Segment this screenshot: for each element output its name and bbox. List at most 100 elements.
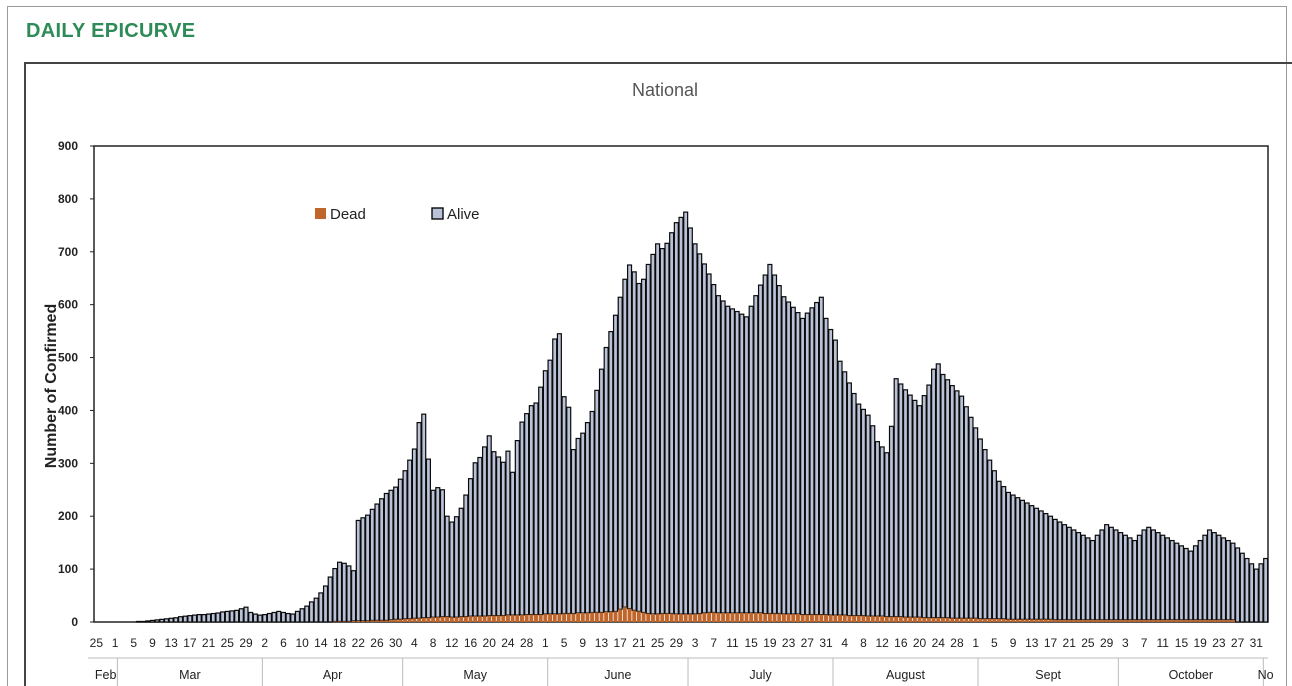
bar-dead (828, 615, 833, 622)
bar-dead (1043, 619, 1048, 622)
y-tick-label: 600 (58, 298, 78, 312)
bar-dead (978, 618, 983, 622)
legend-swatch-alive (431, 207, 444, 220)
bar-alive (1005, 491, 1011, 620)
bar-dead (585, 613, 590, 622)
bar-alive (163, 618, 170, 623)
bar-alive (800, 317, 806, 616)
bar-alive (1024, 502, 1030, 620)
x-tick-label: 29 (670, 636, 684, 650)
bar-alive (1038, 510, 1044, 620)
bar-dead (1020, 619, 1025, 622)
x-tick-label: 23 (1212, 636, 1226, 650)
x-tick-label: 8 (860, 636, 867, 650)
bar-dead (407, 618, 412, 622)
bar-alive (931, 368, 937, 619)
bar-alive (196, 613, 202, 623)
x-tick-label: 24 (932, 636, 946, 650)
bar-alive (1108, 526, 1114, 621)
bar-dead (398, 619, 403, 622)
bar-alive (425, 458, 431, 619)
bar-dead (1226, 619, 1231, 622)
bar-alive (701, 263, 707, 614)
bar-dead (1006, 619, 1011, 622)
bar-alive (608, 331, 614, 613)
x-tick-label: 1 (542, 636, 549, 650)
bar-dead (1085, 619, 1090, 622)
bar-dead (880, 616, 885, 622)
x-tick-label: 1 (972, 636, 979, 650)
bar-alive (860, 408, 866, 617)
bar-dead (1216, 619, 1221, 622)
bar-alive (191, 614, 198, 623)
bar-alive (575, 437, 581, 614)
bar-alive (556, 333, 562, 615)
bar-alive (1263, 557, 1269, 623)
x-tick-label: 19 (1193, 636, 1207, 650)
bar-alive (421, 413, 427, 619)
bar-alive (266, 612, 272, 623)
bar-alive (308, 601, 315, 623)
bar-alive (1221, 537, 1227, 621)
bar-alive (589, 410, 595, 614)
bar-dead (548, 614, 553, 622)
bar-dead (679, 614, 683, 622)
bar-dead (445, 616, 450, 622)
bar-dead (852, 615, 857, 622)
bar-alive (449, 521, 455, 618)
outer-frame (7, 6, 1287, 686)
bar-alive (631, 271, 637, 611)
bar-dead (1174, 619, 1179, 622)
bar-alive (697, 253, 703, 615)
bar-alive (1066, 526, 1072, 621)
bar-dead (721, 613, 726, 622)
bar-dead (356, 620, 361, 622)
bar-alive (1015, 497, 1021, 620)
x-tick-label: 29 (1100, 636, 1114, 650)
bar-dead (926, 617, 931, 622)
bar-dead (777, 613, 782, 622)
bar-alive (496, 456, 502, 617)
x-tick-label: 19 (763, 636, 777, 650)
bar-alive (1033, 507, 1040, 620)
bar-alive (1253, 568, 1259, 623)
bar-alive (973, 427, 979, 619)
bar-dead (767, 613, 772, 622)
bar-alive (313, 597, 319, 623)
bar-dead (594, 612, 599, 622)
x-tick-label: 27 (801, 636, 815, 650)
bar-dead (749, 613, 754, 622)
bar-alive (669, 232, 675, 615)
bar-alive (1099, 529, 1105, 621)
bar-alive (177, 616, 184, 623)
bar-dead (730, 613, 735, 622)
bar-dead (491, 615, 496, 622)
bar-dead (866, 616, 871, 622)
bar-dead (1137, 619, 1142, 622)
bar-alive (1043, 512, 1049, 620)
y-tick-label: 300 (58, 456, 78, 470)
x-tick-label: 4 (411, 636, 418, 650)
bar-dead (1230, 619, 1235, 622)
bar-alive (383, 492, 389, 622)
bar-alive (725, 305, 731, 614)
bar-alive (959, 395, 965, 619)
bar-alive (659, 248, 665, 615)
bar-alive (687, 227, 693, 615)
bar-alive (435, 487, 441, 618)
bar-dead (1057, 619, 1062, 622)
bar-dead (1160, 619, 1165, 622)
bar-alive (360, 517, 366, 622)
bar-alive (1211, 532, 1217, 621)
bar-alive (626, 264, 633, 610)
bar-alive (1174, 542, 1180, 621)
bar-alive (935, 363, 941, 619)
month-label: July (749, 668, 772, 682)
chart-box (24, 62, 1292, 686)
bar-alive (945, 379, 951, 619)
bar-dead (735, 613, 740, 622)
bar-dead (379, 620, 384, 622)
bar-alive (968, 416, 974, 619)
bar-alive (987, 459, 993, 620)
x-tick-label: 27 (1231, 636, 1245, 650)
